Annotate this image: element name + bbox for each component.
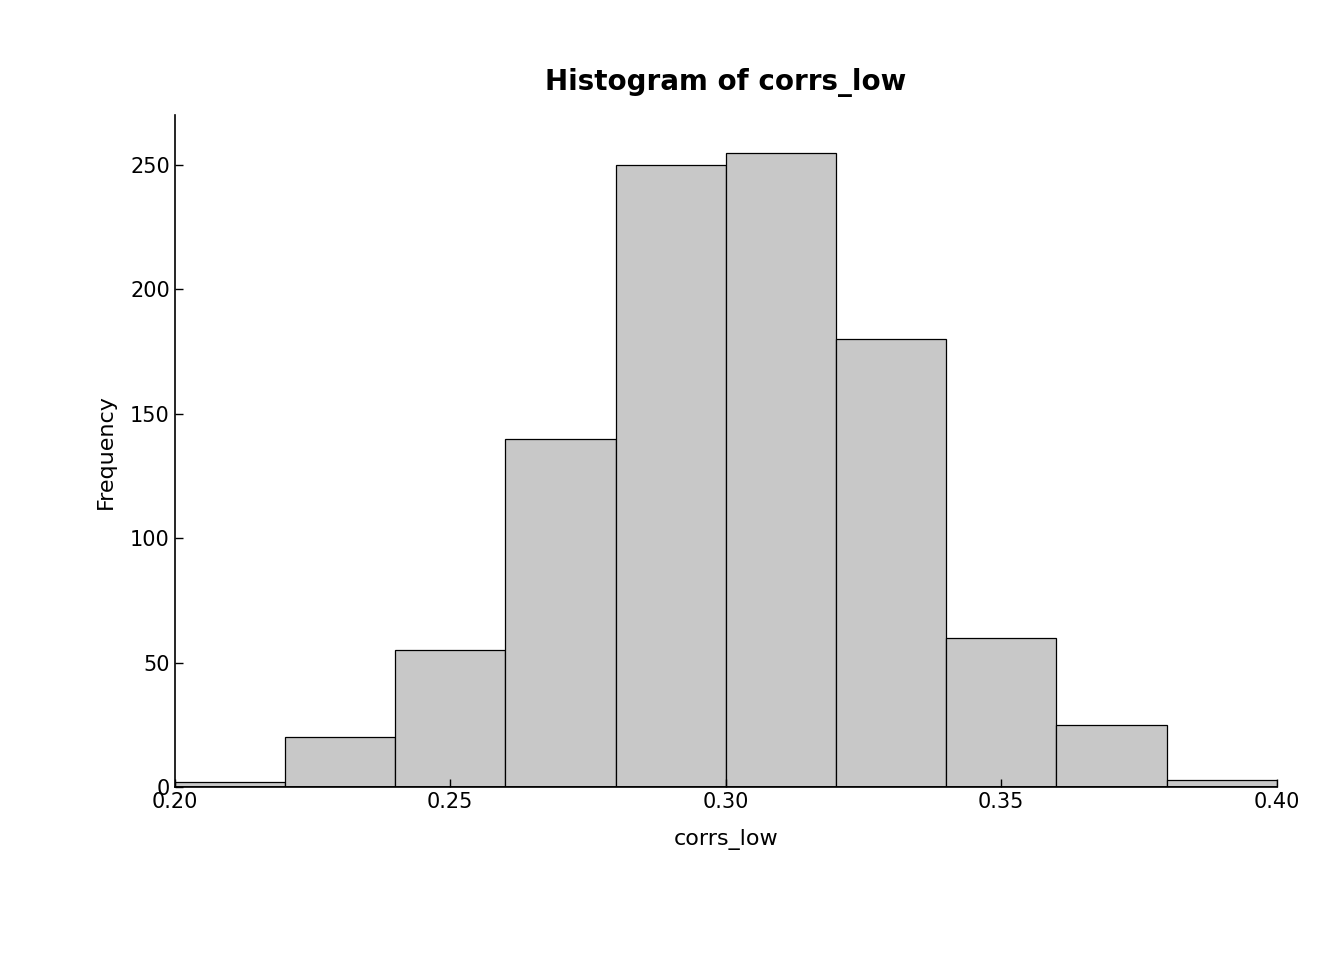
Bar <box>175 782 285 787</box>
Bar <box>726 153 836 787</box>
Bar <box>946 637 1056 787</box>
X-axis label: corrs_low: corrs_low <box>673 828 778 850</box>
Bar <box>616 165 726 787</box>
Bar <box>505 439 616 787</box>
Bar <box>395 650 505 787</box>
Title: Histogram of corrs_low: Histogram of corrs_low <box>546 68 906 97</box>
Y-axis label: Frequency: Frequency <box>97 394 116 509</box>
Bar <box>836 339 946 787</box>
Bar <box>1167 780 1277 787</box>
Bar <box>285 737 395 787</box>
Bar <box>1056 725 1167 787</box>
